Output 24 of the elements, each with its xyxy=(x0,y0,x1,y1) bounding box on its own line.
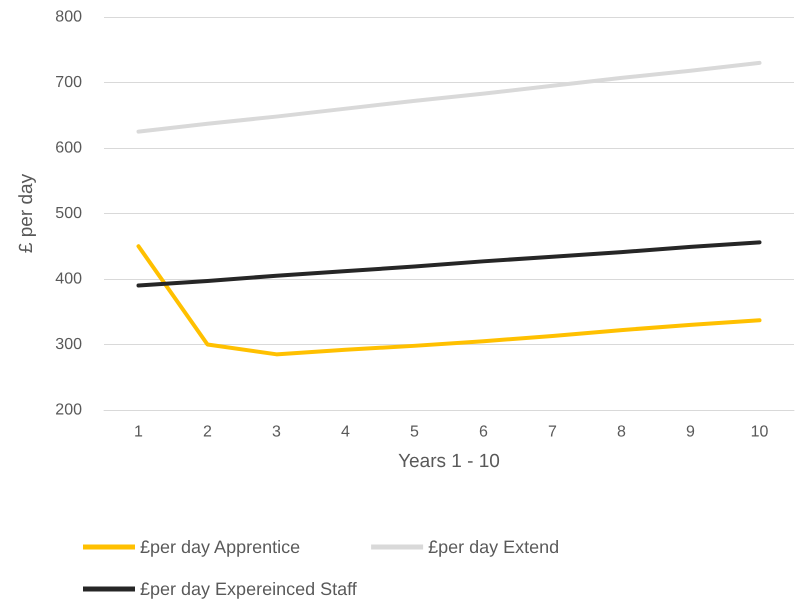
y-tick-label: 400 xyxy=(55,270,82,288)
x-tick-label: 9 xyxy=(686,424,696,440)
x-tick-label: 6 xyxy=(479,424,488,440)
x-tick-label: 3 xyxy=(272,424,282,440)
legend-label: £per day Expereinced Staff xyxy=(140,579,358,599)
y-tick-label: 800 xyxy=(55,8,82,26)
x-tick-label: 10 xyxy=(750,424,768,440)
line-series xyxy=(136,240,762,288)
x-tick-label: 1 xyxy=(134,424,144,440)
y-tick-label: 700 xyxy=(55,74,82,91)
legend-label: £per day Apprentice xyxy=(140,537,300,557)
x-tick-label: 5 xyxy=(410,424,420,440)
x-tick-label: 2 xyxy=(203,424,212,440)
y-axis-title: £ per day xyxy=(16,173,37,254)
line-series xyxy=(136,244,762,356)
x-tick-label: 4 xyxy=(341,424,350,440)
y-tick-label: 500 xyxy=(55,205,82,222)
y-tick-label: 600 xyxy=(55,140,82,156)
x-tick-label: 7 xyxy=(548,424,558,440)
x-axis-title: Years 1 - 10 xyxy=(398,451,500,472)
y-tick-label: 300 xyxy=(55,336,82,353)
x-tick-label: 8 xyxy=(617,424,626,440)
y-tick-label: 200 xyxy=(55,402,82,418)
legend-label: £per day Extend xyxy=(428,537,560,557)
